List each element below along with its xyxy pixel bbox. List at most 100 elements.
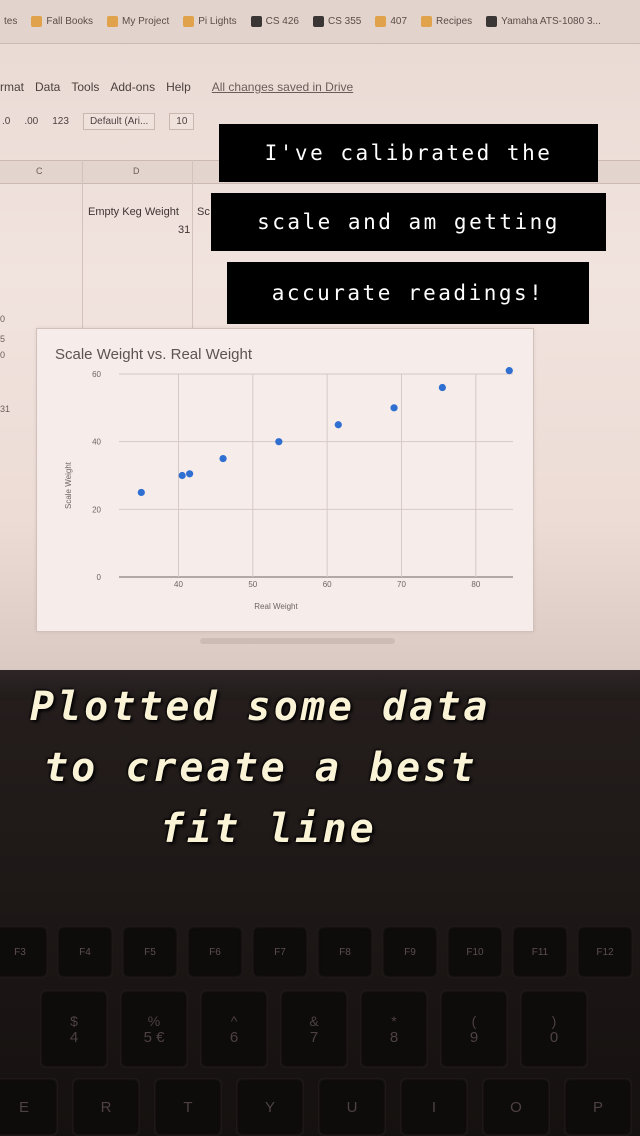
x-tick-label: 70 — [397, 580, 406, 589]
cell-e-label[interactable]: Sc — [197, 206, 210, 218]
number-key: (9 — [440, 990, 508, 1068]
sheets-menubar: rmat Data Tools Add-ons Help All changes… — [0, 74, 353, 100]
key-letter: R — [100, 1098, 112, 1116]
scatter-chart[interactable]: Scale Weight vs. Real Weight 0 20 40 60 40 50 6… — [36, 328, 534, 632]
function-key: F8 — [317, 926, 373, 978]
column-c-header[interactable]: C — [36, 166, 43, 176]
bookmark-label: Pi Lights — [198, 16, 237, 27]
letter-key: T — [154, 1078, 222, 1136]
row-fragment: 5 — [0, 334, 6, 344]
function-key-label: F4 — [79, 946, 91, 958]
caption-text-line-2: to create a best — [44, 745, 478, 791]
decrease-decimal-button[interactable]: .0 — [2, 115, 11, 127]
save-status-link[interactable]: All changes saved in Drive — [211, 80, 354, 94]
laptop-screen: tes Fall Books My Project Pi Lights CS 426 CS… — [0, 0, 640, 690]
bookmark-item[interactable]: Yamaha ATS-1080 3... — [486, 16, 601, 27]
folder-icon — [31, 16, 43, 27]
x-tick-label: 80 — [471, 580, 480, 589]
menu-item-addons[interactable]: Add-ons — [110, 80, 156, 94]
horizontal-scrollbar[interactable] — [200, 638, 395, 644]
key-symbol: ^ — [230, 1012, 238, 1029]
caption-box-line-1: I've calibrated the — [219, 124, 598, 182]
bookmark-item[interactable]: CS 355 — [312, 16, 361, 27]
row-fragment: 0 — [0, 350, 6, 360]
key-symbol: * — [391, 1012, 397, 1029]
cell-d-label[interactable]: Empty Keg Weight — [88, 206, 179, 218]
number-key: & 7 — [280, 990, 348, 1068]
number-format-button[interactable]: 123 — [52, 115, 69, 127]
function-key-label: F7 — [274, 946, 286, 958]
menu-item-format[interactable]: rmat — [0, 80, 24, 94]
caption-box-line-2: scale and am getting — [211, 193, 606, 251]
function-key: F9 — [382, 926, 438, 978]
column-d-header[interactable]: D — [133, 166, 140, 176]
x-axis-title: Real Weight — [254, 602, 298, 611]
bookmark-item[interactable]: 407 — [375, 16, 407, 27]
function-key-label: F3 — [14, 946, 26, 958]
font-select[interactable]: Default (Ari... — [82, 112, 156, 130]
bookmark-item[interactable]: Pi Lights — [183, 16, 237, 27]
key-symbol: ( — [471, 1012, 477, 1029]
font-size-select[interactable]: 10 — [169, 112, 195, 130]
letter-key: Y — [236, 1078, 304, 1136]
folder-icon — [421, 16, 433, 27]
number-key: * 8 — [360, 990, 428, 1068]
bookmark-item[interactable]: tes — [4, 16, 17, 27]
key-number: 0 — [549, 1028, 559, 1046]
data-point — [178, 471, 186, 480]
function-key-label: F9 — [404, 946, 416, 958]
cell-d-value[interactable]: 31 — [178, 224, 191, 236]
y-axis-title: Scale Weight — [64, 461, 73, 509]
function-key: F7 — [252, 926, 308, 978]
data-point — [438, 383, 446, 392]
key-symbol: % — [147, 1012, 161, 1029]
data-point — [390, 404, 398, 412]
letter-key: R — [72, 1078, 140, 1136]
y-tick-label: 40 — [92, 438, 101, 447]
increase-decimal-button[interactable]: .00 — [24, 115, 39, 127]
sheets-toolbar: .0 .00 123 Default (Ari... 10 — [0, 108, 195, 134]
bookmark-item[interactable]: My Project — [107, 16, 169, 27]
letter-key: I — [400, 1078, 468, 1136]
function-key-label: F12 — [596, 946, 614, 958]
letter-key: P — [564, 1078, 632, 1136]
data-point — [219, 454, 227, 463]
y-tick-label: 20 — [92, 505, 101, 514]
x-tick-label: 50 — [248, 580, 257, 589]
data-point — [505, 367, 513, 375]
bookmark-item[interactable]: Fall Books — [31, 16, 93, 27]
chart-canvas: Scale Weight vs. Real Weight 0 20 40 60 40 50 6… — [55, 346, 513, 611]
key-letter: I — [431, 1098, 437, 1116]
key-symbol: ) — [551, 1012, 557, 1029]
key-number: 5 € — [143, 1028, 165, 1046]
function-key: F10 — [447, 926, 503, 978]
key-letter: Y — [264, 1098, 275, 1116]
key-number: 4 — [69, 1028, 79, 1046]
number-key: ^ 6 — [200, 990, 268, 1068]
menu-item-help[interactable]: Help — [166, 80, 191, 94]
function-key: F6 — [187, 926, 243, 978]
menu-item-data[interactable]: Data — [35, 80, 61, 94]
folder-icon — [375, 16, 387, 27]
bookmark-label: My Project — [122, 16, 170, 27]
bookmark-item[interactable]: Recipes — [421, 16, 472, 27]
number-key: $4 — [40, 990, 108, 1068]
gridline — [82, 160, 83, 330]
key-letter: E — [18, 1098, 29, 1116]
bookmark-label: Fall Books — [46, 16, 94, 27]
key-letter: T — [183, 1098, 193, 1116]
function-key-label: F5 — [144, 946, 156, 958]
key-number: 9 — [469, 1028, 479, 1046]
number-key: % 5 € — [120, 990, 188, 1068]
key-number: 7 — [309, 1028, 319, 1046]
function-key: F5 — [122, 926, 178, 978]
bookmark-item[interactable]: CS 426 — [250, 16, 299, 27]
site-icon — [486, 16, 498, 27]
key-number: 6 — [229, 1028, 239, 1046]
caption-text-line-3: fit line — [160, 806, 377, 852]
x-tick-label: 40 — [174, 580, 183, 589]
letter-key: O — [482, 1078, 550, 1136]
data-point — [186, 470, 194, 478]
menu-item-tools[interactable]: Tools — [71, 80, 100, 94]
